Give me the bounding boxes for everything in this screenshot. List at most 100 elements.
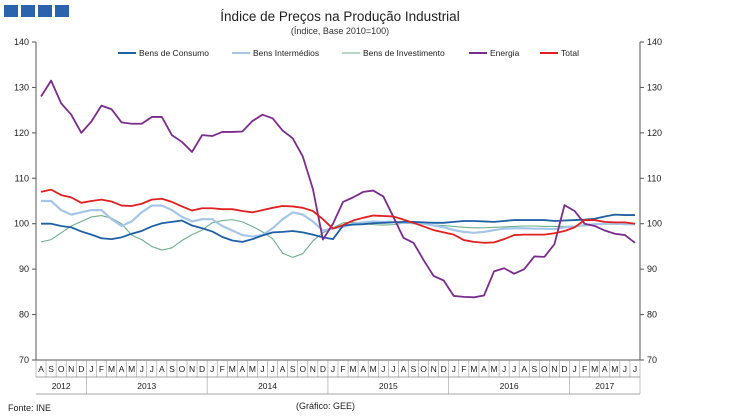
logo-block-icon: [55, 5, 69, 17]
month-label: S: [48, 364, 54, 374]
month-label: O: [58, 364, 65, 374]
legend-label: Total: [561, 48, 579, 58]
series-line-total: [40, 188, 636, 244]
month-label: N: [189, 364, 195, 374]
month-label: J: [150, 364, 154, 374]
month-label: J: [623, 364, 627, 374]
series-line-bens-de-investimento: [40, 214, 635, 258]
y-tick-label-right: 90: [647, 264, 657, 274]
month-label: J: [210, 364, 214, 374]
month-label: F: [340, 364, 345, 374]
axes: 70 70 80 80 90 90 100 100 110 110 120 120 130 130 140 1…: [14, 37, 662, 395]
month-label: J: [452, 364, 456, 374]
month-label: M: [470, 364, 477, 374]
month-label: A: [481, 364, 487, 374]
logo-block-icon: [38, 5, 52, 17]
chart-title: Índice de Preços na Produção Industrial: [220, 9, 459, 24]
month-label: D: [441, 364, 447, 374]
legend-label: Bens Intermédios: [253, 48, 319, 58]
month-label: J: [502, 364, 506, 374]
month-label: O: [541, 364, 548, 374]
y-tick-label-right: 100: [647, 219, 662, 229]
y-tick-label-left: 120: [14, 128, 29, 138]
legend: Bens de Consumo Bens Intermédios Bens de I…: [118, 48, 579, 58]
month-label: M: [611, 364, 618, 374]
month-label: J: [89, 364, 93, 374]
month-label: O: [420, 364, 427, 374]
month-label: D: [320, 364, 326, 374]
legend-label: Bens de Investimento: [363, 48, 445, 58]
month-label: F: [461, 364, 466, 374]
month-label: J: [270, 364, 274, 374]
month-label: F: [99, 364, 104, 374]
month-label: M: [350, 364, 357, 374]
y-tick-label-left: 110: [15, 173, 29, 183]
month-label: M: [229, 364, 236, 374]
month-label: M: [370, 364, 377, 374]
month-label: O: [299, 364, 306, 374]
month-label: D: [561, 364, 567, 374]
month-label: F: [220, 364, 225, 374]
chart-subtitle: (Índice, Base 2010=100): [291, 26, 389, 36]
month-label: A: [602, 364, 608, 374]
month-label: A: [240, 364, 246, 374]
series-lines: [40, 79, 636, 299]
y-tick-label-right: 70: [647, 355, 657, 365]
month-label: A: [521, 364, 527, 374]
year-label: 2014: [258, 381, 277, 391]
month-label: N: [68, 364, 74, 374]
y-tick-label-right: 110: [647, 173, 661, 183]
month-label: J: [391, 364, 395, 374]
month-label: N: [310, 364, 316, 374]
y-tick-label-left: 140: [14, 37, 29, 47]
month-label: A: [38, 364, 44, 374]
y-tick-label-right: 120: [647, 128, 662, 138]
month-label: S: [531, 364, 537, 374]
legend-label: Bens de Consumo: [139, 48, 209, 58]
year-label: 2015: [379, 381, 398, 391]
credit-note: (Gráfico: GEE): [296, 401, 355, 411]
month-label: A: [159, 364, 165, 374]
month-label: J: [260, 364, 264, 374]
y-tick-label-left: 90: [19, 264, 29, 274]
month-label: S: [169, 364, 175, 374]
y-tick-label-left: 100: [14, 219, 29, 229]
month-label: J: [512, 364, 516, 374]
month-label: A: [401, 364, 407, 374]
month-label: M: [591, 364, 598, 374]
y-tick-label-left: 130: [14, 82, 29, 92]
y-tick-label-right: 80: [647, 310, 657, 320]
month-label: J: [633, 364, 637, 374]
month-label: J: [381, 364, 385, 374]
month-label: S: [290, 364, 296, 374]
y-tick-label-left: 70: [19, 355, 29, 365]
month-label: J: [331, 364, 335, 374]
month-label: A: [280, 364, 286, 374]
year-label: 2013: [137, 381, 156, 391]
month-label: J: [572, 364, 576, 374]
logo-block-icon: [4, 5, 18, 17]
month-label: F: [582, 364, 587, 374]
series-line-bens-de-consumo: [41, 213, 635, 243]
y-tick-label-right: 140: [647, 37, 662, 47]
month-label: S: [411, 364, 417, 374]
year-label: 2016: [500, 381, 519, 391]
logo-block-icon: [21, 5, 35, 17]
month-label: N: [431, 364, 437, 374]
month-label: M: [249, 364, 256, 374]
month-label: D: [199, 364, 205, 374]
series-line-energia: [40, 79, 636, 299]
year-label: 2017: [595, 381, 614, 391]
month-label: M: [490, 364, 497, 374]
y-tick-label-left: 80: [19, 310, 29, 320]
y-tick-label-right: 130: [647, 82, 662, 92]
month-label: A: [360, 364, 366, 374]
month-label: O: [179, 364, 186, 374]
month-label: A: [119, 364, 125, 374]
source-note: Fonte: INE: [8, 403, 51, 413]
month-label: D: [78, 364, 84, 374]
month-label: M: [108, 364, 115, 374]
legend-label: Energia: [490, 48, 520, 58]
month-label: J: [140, 364, 144, 374]
